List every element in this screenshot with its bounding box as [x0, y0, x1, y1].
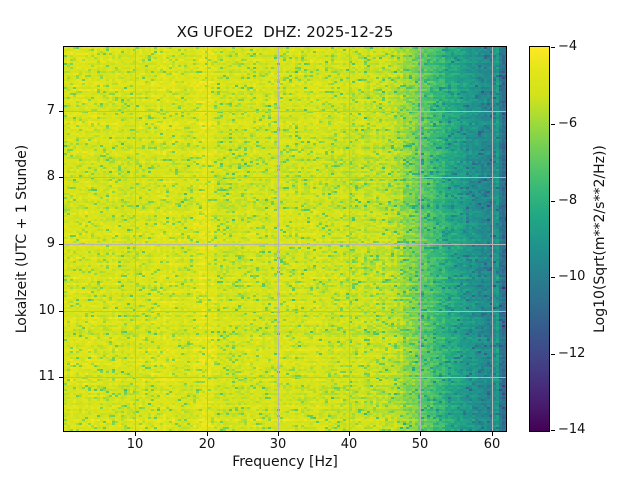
colorbar-label: Log10(Sqrt(m**2/s**2/Hz)): [592, 145, 608, 333]
x-tick-label: 60: [483, 437, 501, 452]
colorbar-tick-label: −14: [558, 422, 586, 437]
colorbar-tick-label: −6: [558, 116, 578, 131]
colorbar-tick-mark: [551, 354, 555, 355]
colorbar-tick-mark: [551, 201, 555, 202]
x-tick-label: 40: [340, 437, 358, 452]
x-tick-mark: [420, 432, 421, 436]
y-tick-label: 10: [38, 303, 55, 318]
y-tick-mark: [59, 244, 63, 245]
y-tick-label: 9: [46, 236, 55, 251]
x-tick-label: 30: [269, 437, 287, 452]
x-tick-mark: [349, 432, 350, 436]
x-tick-mark: [135, 432, 136, 436]
y-tick-mark: [59, 377, 63, 378]
plot-area: [63, 46, 507, 432]
x-tick-mark: [492, 432, 493, 436]
plot-title: XG UFOE2 DHZ: 2025-12-25: [176, 23, 394, 41]
x-tick-label: 50: [411, 437, 429, 452]
colorbar-canvas: [530, 47, 549, 431]
spectrogram-canvas: [64, 47, 506, 431]
colorbar-tick-mark: [551, 277, 555, 278]
colorbar-tick-label: −10: [558, 269, 586, 284]
y-tick-label: 8: [46, 169, 55, 184]
x-tick-mark: [207, 432, 208, 436]
y-tick-mark: [59, 111, 63, 112]
x-axis-label: Frequency [Hz]: [232, 454, 338, 470]
y-tick-label: 11: [38, 369, 55, 384]
colorbar-tick-label: −12: [558, 346, 586, 361]
colorbar-tick-mark: [551, 47, 555, 48]
colorbar-tick-label: −8: [558, 193, 578, 208]
y-tick-label: 7: [46, 103, 55, 118]
colorbar-tick-mark: [551, 124, 555, 125]
colorbar-tick-label: −4: [558, 39, 578, 54]
colorbar: [529, 46, 550, 432]
x-tick-mark: [278, 432, 279, 436]
colorbar-tick-mark: [551, 430, 555, 431]
x-tick-label: 20: [198, 437, 216, 452]
x-tick-label: 10: [126, 437, 144, 452]
y-tick-mark: [59, 311, 63, 312]
y-tick-mark: [59, 177, 63, 178]
